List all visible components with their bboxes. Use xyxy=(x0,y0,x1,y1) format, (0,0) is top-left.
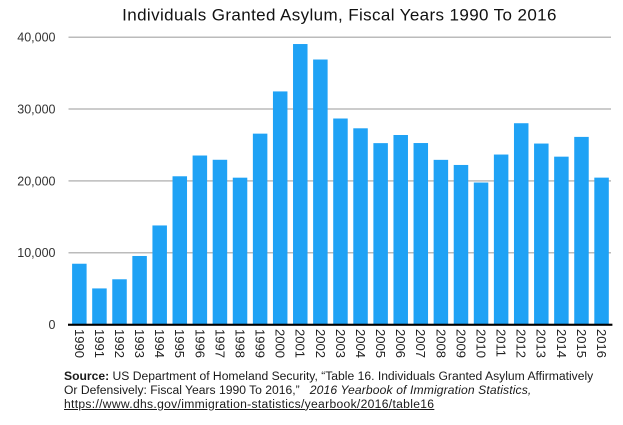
svg-text:Individuals Granted Asylum, Fi: Individuals Granted Asylum, Fiscal Years… xyxy=(122,6,557,25)
svg-text:2011: 2011 xyxy=(494,329,509,357)
svg-text:2004: 2004 xyxy=(353,329,368,358)
svg-text:2005: 2005 xyxy=(373,329,388,358)
svg-text:2012: 2012 xyxy=(514,329,529,358)
svg-text:2001: 2001 xyxy=(293,329,308,358)
svg-text:2006: 2006 xyxy=(393,329,408,358)
svg-text:2010: 2010 xyxy=(473,329,488,358)
svg-text:40,000: 40,000 xyxy=(17,31,55,45)
svg-text:2000: 2000 xyxy=(273,329,288,358)
svg-text:2015: 2015 xyxy=(574,329,589,358)
svg-text:1990: 1990 xyxy=(72,329,87,358)
svg-text:2008: 2008 xyxy=(433,329,448,358)
svg-text:0: 0 xyxy=(49,318,56,332)
svg-text:2002: 2002 xyxy=(313,329,328,358)
svg-text:2009: 2009 xyxy=(453,329,468,358)
svg-text:2013: 2013 xyxy=(534,329,549,358)
svg-text:1994: 1994 xyxy=(152,329,167,358)
svg-text:2016: 2016 xyxy=(594,329,609,358)
svg-text:1993: 1993 xyxy=(132,329,147,358)
svg-text:2007: 2007 xyxy=(413,329,428,358)
svg-text:1997: 1997 xyxy=(212,329,227,358)
svg-text:1996: 1996 xyxy=(192,329,207,358)
svg-text:1998: 1998 xyxy=(232,329,247,358)
svg-text:20,000: 20,000 xyxy=(17,174,55,188)
svg-text:1992: 1992 xyxy=(112,329,127,358)
svg-text:1991: 1991 xyxy=(92,329,107,358)
svg-text:2003: 2003 xyxy=(333,329,348,358)
svg-text:30,000: 30,000 xyxy=(17,102,55,116)
svg-text:1995: 1995 xyxy=(172,329,187,358)
svg-text:1999: 1999 xyxy=(253,329,268,358)
svg-text:2014: 2014 xyxy=(554,329,569,358)
svg-text:10,000: 10,000 xyxy=(17,246,55,260)
